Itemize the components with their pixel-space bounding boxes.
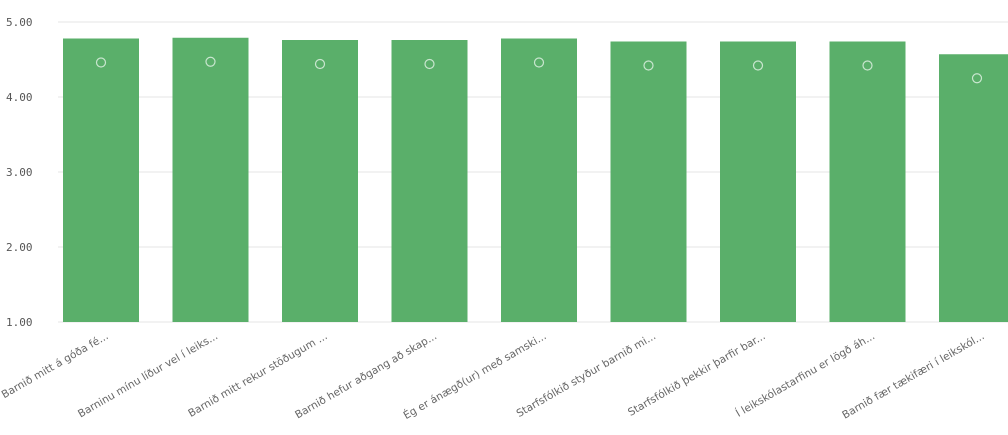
data-point-marker xyxy=(205,56,216,67)
bar[interactable] xyxy=(63,38,139,323)
data-point-marker xyxy=(95,57,107,68)
data-point-marker xyxy=(862,60,873,71)
y-tick-label: 2.00 xyxy=(6,241,33,254)
data-point-marker xyxy=(752,60,764,71)
y-tick-label: 4.00 xyxy=(6,91,33,104)
bar[interactable] xyxy=(829,41,906,323)
y-tick-label: 3.00 xyxy=(6,166,33,179)
data-point-marker xyxy=(533,57,545,68)
data-point-marker xyxy=(971,73,983,84)
bar[interactable] xyxy=(939,54,1008,322)
y-tick-label: 1.00 xyxy=(6,316,33,329)
data-point-marker xyxy=(424,58,435,70)
data-point-marker xyxy=(314,58,326,70)
y-axis-ticks: 1.00 2.00 3.00 4.00 5.00 xyxy=(6,16,33,329)
bars xyxy=(63,37,1008,323)
x-tick-label: Barnið mitt á góða fé... xyxy=(0,330,111,401)
x-axis-labels: Barnið mitt á góða fé...Barninu mínu líð… xyxy=(0,329,987,422)
data-point-marker xyxy=(643,60,654,71)
y-tick-label: 5.00 xyxy=(6,16,33,29)
bar[interactable] xyxy=(282,40,358,322)
bar[interactable] xyxy=(172,37,249,322)
bar[interactable] xyxy=(610,41,687,323)
bar[interactable] xyxy=(391,40,468,322)
bar[interactable] xyxy=(720,41,796,323)
bar[interactable] xyxy=(501,38,577,323)
